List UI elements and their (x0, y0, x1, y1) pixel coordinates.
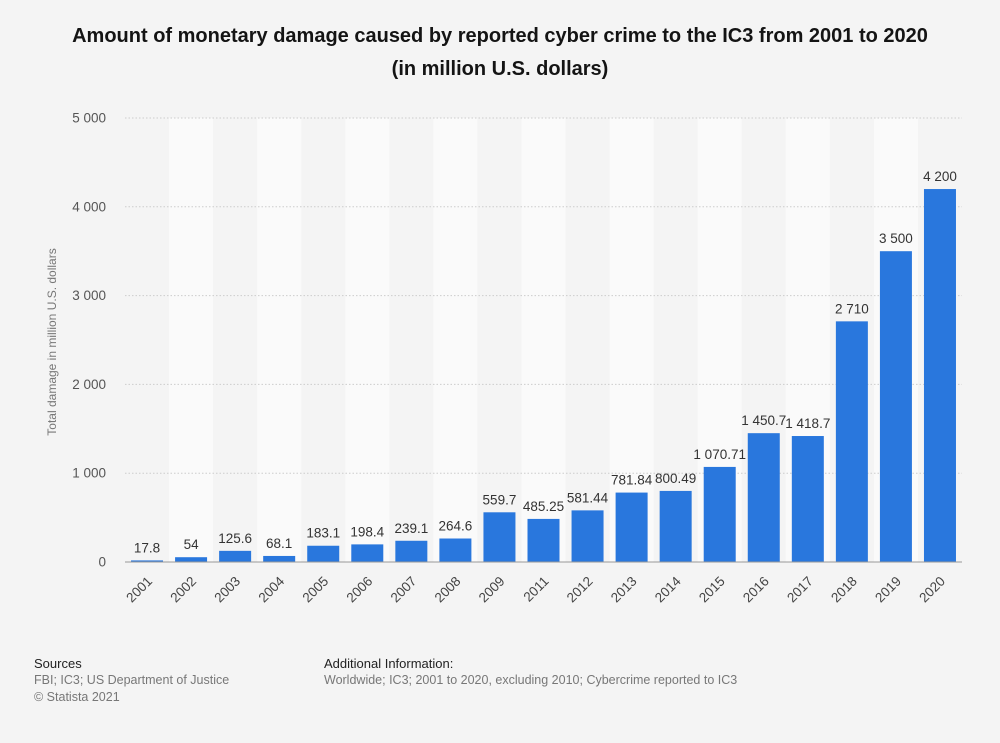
data-label-2004: 68.1 (266, 536, 292, 551)
x-tick-label-2020: 2020 (916, 574, 948, 606)
data-label-2001: 17.8 (134, 540, 160, 555)
x-tick-label-2003: 2003 (211, 574, 243, 606)
x-tick-label-2004: 2004 (255, 573, 287, 605)
column-band (345, 118, 390, 562)
bar-2007 (395, 540, 428, 562)
data-label-2011: 485.25 (523, 499, 564, 514)
y-tick-label: 0 (98, 555, 106, 570)
bar-chart: 0 1 000 2 000 3 000 4 000 5 000 Total damage i… (45, 111, 962, 606)
bar-2011 (527, 518, 560, 562)
x-tick-label-2019: 2019 (872, 574, 904, 606)
bar-2013 (615, 492, 648, 562)
data-label-2012: 581.44 (567, 490, 609, 505)
x-tick-label-2014: 2014 (652, 573, 684, 605)
bar-2008 (439, 538, 472, 562)
x-tick-label-2017: 2017 (784, 574, 816, 606)
x-tick-label-2013: 2013 (608, 574, 640, 606)
sources-line: FBI; IC3; US Department of Justice (34, 673, 230, 687)
column-band (521, 118, 566, 562)
data-label-2016: 1 450.7 (741, 413, 786, 428)
column-band (433, 118, 478, 562)
x-tick-label-2018: 2018 (828, 574, 860, 606)
sources-title: Sources (34, 656, 82, 671)
bar-2020 (923, 189, 956, 563)
y-tick-label: 1 000 (72, 466, 106, 481)
y-tick-label: 4 000 (72, 199, 106, 214)
x-tick-label-2001: 2001 (123, 574, 155, 606)
data-label-2008: 264.6 (438, 519, 472, 534)
additional-info-block: Additional Information: Worldwide; IC3; … (324, 655, 737, 689)
x-tick-label-2005: 2005 (300, 574, 332, 606)
data-label-2006: 198.4 (350, 524, 384, 539)
data-label-2017: 1 418.7 (785, 416, 830, 431)
bar-2005 (307, 545, 340, 562)
bar-2009 (483, 512, 516, 562)
column-band (169, 118, 214, 562)
bar-2002 (175, 557, 208, 562)
y-axis-title: Total damage in million U.S. dollars (45, 248, 59, 435)
bar-2015 (703, 466, 736, 562)
additional-info-title: Additional Information: (324, 656, 454, 671)
data-label-2005: 183.1 (306, 526, 340, 541)
column-band (257, 118, 302, 562)
bar-2016 (747, 433, 780, 562)
bar-2001 (131, 560, 164, 562)
column-band (609, 118, 654, 562)
data-label-2015: 1 070.71 (693, 447, 746, 462)
bar-2003 (219, 550, 252, 562)
sources-block: Sources FBI; IC3; US Department of Justi… (34, 655, 229, 706)
additional-info-text: Worldwide; IC3; 2001 to 2020, excluding … (324, 673, 738, 687)
y-tick-label: 3 000 (72, 288, 106, 303)
x-tick-label-2007: 2007 (388, 574, 420, 606)
data-label-2018: 2 710 (835, 301, 869, 316)
bar-2018 (835, 321, 868, 562)
x-tick-label-2011: 2011 (520, 574, 551, 605)
data-label-2009: 559.7 (483, 492, 517, 507)
x-tick-label-2009: 2009 (476, 574, 508, 606)
x-tick-label-2016: 2016 (740, 574, 772, 606)
y-tick-label: 2 000 (72, 377, 106, 392)
data-label-2014: 800.49 (655, 471, 696, 486)
data-label-2002: 54 (184, 537, 200, 552)
data-label-2013: 781.84 (611, 473, 653, 488)
x-tick-label-2012: 2012 (564, 574, 596, 606)
data-label-2020: 4 200 (923, 169, 957, 184)
x-tick-label-2008: 2008 (432, 574, 464, 606)
x-tick-label-2015: 2015 (696, 574, 728, 606)
bar-2006 (351, 544, 384, 562)
bar-2014 (659, 490, 692, 562)
y-tick-label: 5 000 (72, 111, 106, 126)
bar-2017 (791, 436, 824, 562)
bar-2019 (879, 251, 912, 562)
bar-2012 (571, 510, 604, 562)
bar-2004 (263, 555, 296, 562)
x-tick-label-2002: 2002 (167, 574, 199, 606)
data-label-2003: 125.6 (218, 531, 252, 546)
data-label-2007: 239.1 (394, 521, 428, 536)
copyright-line: © Statista 2021 (34, 690, 120, 704)
data-label-2019: 3 500 (879, 231, 913, 246)
x-tick-label-2006: 2006 (344, 574, 376, 606)
chart-title: Amount of monetary damage caused by repo… (72, 25, 928, 80)
